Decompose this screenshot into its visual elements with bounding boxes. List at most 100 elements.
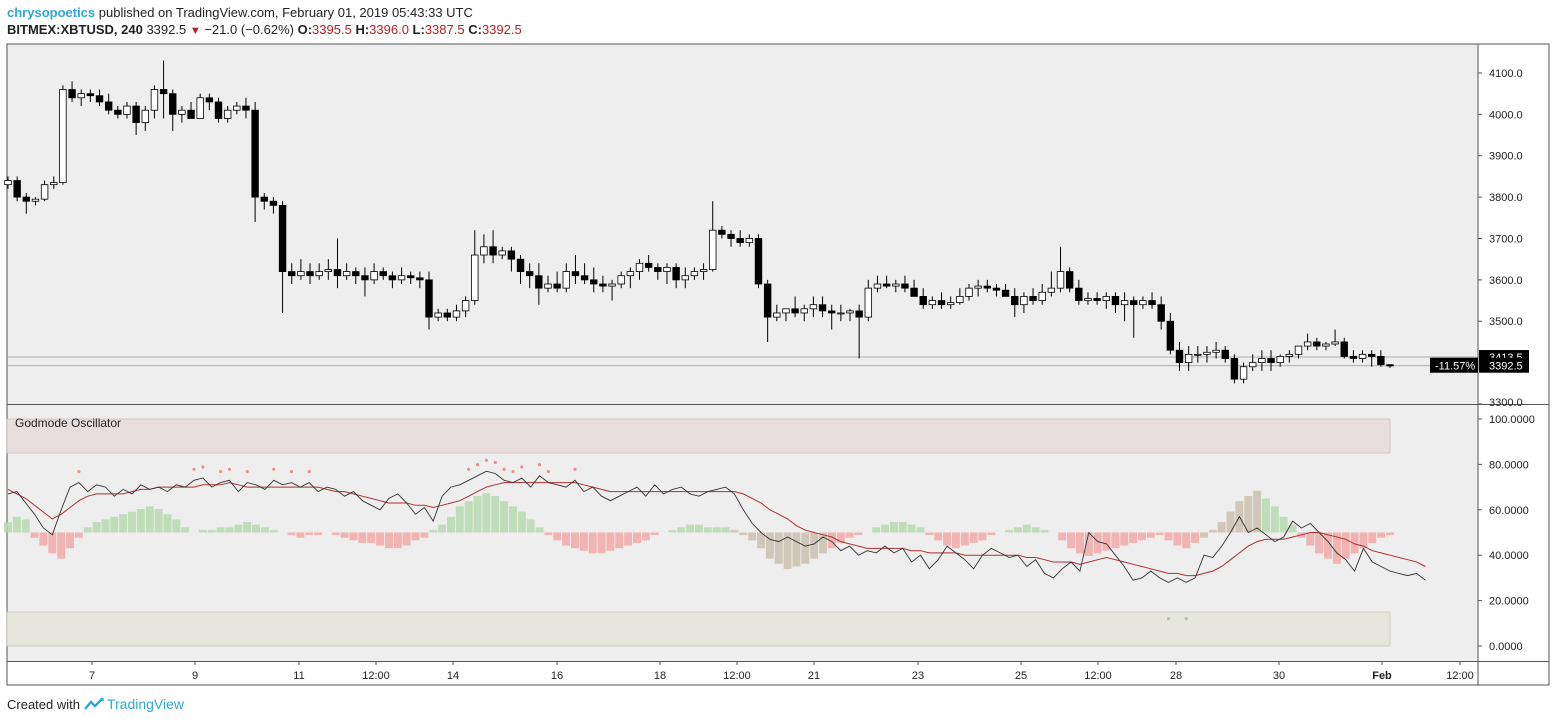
candle-body xyxy=(864,287,873,318)
histogram-bar xyxy=(101,519,110,533)
histogram-bar xyxy=(411,532,420,541)
tradingview-logo-icon xyxy=(84,697,104,710)
candle-body xyxy=(1303,341,1312,347)
histogram-bar xyxy=(1084,532,1093,556)
time-axis-label: 12:00 xyxy=(1446,670,1474,682)
candle-body xyxy=(974,285,982,289)
candle-body xyxy=(507,250,516,260)
candle-body xyxy=(837,312,845,315)
overbought-dot xyxy=(227,467,232,471)
time-axis-label: Feb xyxy=(1372,670,1392,682)
candle-body xyxy=(461,300,470,312)
candle-body xyxy=(1120,300,1129,306)
time-axis-label: 18 xyxy=(654,670,666,682)
candle-body xyxy=(1368,353,1376,357)
candle-body xyxy=(681,275,689,281)
candle-body xyxy=(452,310,461,318)
candle-body xyxy=(1386,364,1394,367)
histogram-bar xyxy=(889,522,898,533)
candle-body xyxy=(690,271,699,277)
histogram-bar xyxy=(181,527,190,533)
candle-body xyxy=(1313,341,1321,347)
candle-body xyxy=(663,267,671,272)
candle-body xyxy=(1377,356,1385,366)
candle-body xyxy=(928,300,937,306)
time-axis-label: 14 xyxy=(447,670,459,682)
candle-body xyxy=(956,296,964,304)
histogram-bar xyxy=(943,532,952,546)
candle-body xyxy=(388,275,397,281)
histogram-bar xyxy=(1191,532,1200,543)
histogram-bar xyxy=(21,519,30,533)
time-axis-label: 25 xyxy=(1015,670,1027,682)
histogram-bar xyxy=(801,532,810,564)
histogram-bar xyxy=(438,524,447,533)
histogram-bar xyxy=(1350,532,1359,554)
histogram-bar xyxy=(1013,527,1022,533)
overbought-dot xyxy=(520,465,524,469)
histogram-bar xyxy=(925,532,934,536)
candle-body xyxy=(562,271,570,289)
candle-body xyxy=(1093,298,1101,301)
histogram-bar xyxy=(1173,532,1182,546)
price-pane-bg xyxy=(7,44,1478,404)
candle-body xyxy=(1194,353,1202,356)
histogram-bar xyxy=(500,501,509,533)
candle-body xyxy=(361,275,369,281)
histogram-bar xyxy=(393,532,402,549)
publish-info: chrysopoetics published on TradingView.c… xyxy=(7,5,473,20)
overbought-dot xyxy=(493,460,497,465)
histogram-bar xyxy=(641,532,650,541)
histogram-bar xyxy=(1324,532,1332,559)
candle-body xyxy=(946,302,955,306)
histogram-bar xyxy=(783,532,792,570)
candle-body xyxy=(498,250,506,256)
candle-body xyxy=(1239,366,1248,380)
tradingview-brand[interactable]: TradingView xyxy=(106,696,185,712)
candle-body xyxy=(471,254,479,301)
histogram-bar xyxy=(969,532,978,543)
candle-body xyxy=(590,279,598,285)
histogram-bar xyxy=(358,532,367,543)
histogram-bar xyxy=(872,527,881,533)
candle-body xyxy=(278,204,287,272)
candle-body xyxy=(1285,353,1294,357)
candle-body xyxy=(1267,358,1275,364)
histogram-bar xyxy=(1288,524,1297,533)
candle-body xyxy=(828,310,836,314)
histogram-bar xyxy=(508,506,517,533)
candle-body xyxy=(1184,353,1193,364)
candle-body xyxy=(654,267,662,272)
overbought-dot xyxy=(475,463,480,467)
candle-body xyxy=(727,233,735,239)
candle-body xyxy=(434,312,442,318)
published-text: published on TradingView.com, February 0… xyxy=(98,5,473,20)
candle-body xyxy=(846,310,854,314)
time-axis-label: 7 xyxy=(89,670,95,682)
author-name[interactable]: chrysopoetics xyxy=(7,5,96,20)
histogram-bar xyxy=(48,532,57,554)
candle-body xyxy=(608,283,616,287)
price-axis-label: 4100.0 xyxy=(1489,68,1523,80)
candle-body xyxy=(1203,351,1211,355)
histogram-bar xyxy=(349,532,358,541)
histogram-bar xyxy=(562,532,571,546)
candle-body xyxy=(104,101,113,111)
histogram-bar xyxy=(526,519,535,533)
candle-body xyxy=(1102,296,1110,301)
histogram-bar xyxy=(1208,529,1217,533)
histogram-bar xyxy=(615,532,624,549)
histogram-bar xyxy=(730,529,739,533)
candle-body xyxy=(132,105,140,124)
histogram-bar xyxy=(1120,532,1129,546)
time-axis-label: 30 xyxy=(1273,670,1285,682)
histogram-bar xyxy=(588,532,597,554)
price-axis-label: 4000.0 xyxy=(1489,109,1523,121)
price-axis-label: 3500.0 xyxy=(1489,316,1523,328)
histogram-bar xyxy=(916,527,925,533)
histogram-bar xyxy=(473,495,482,533)
candle-body xyxy=(1349,356,1358,359)
osc-axis-label: 60.0000 xyxy=(1489,505,1529,517)
overbought-dot xyxy=(192,467,196,471)
